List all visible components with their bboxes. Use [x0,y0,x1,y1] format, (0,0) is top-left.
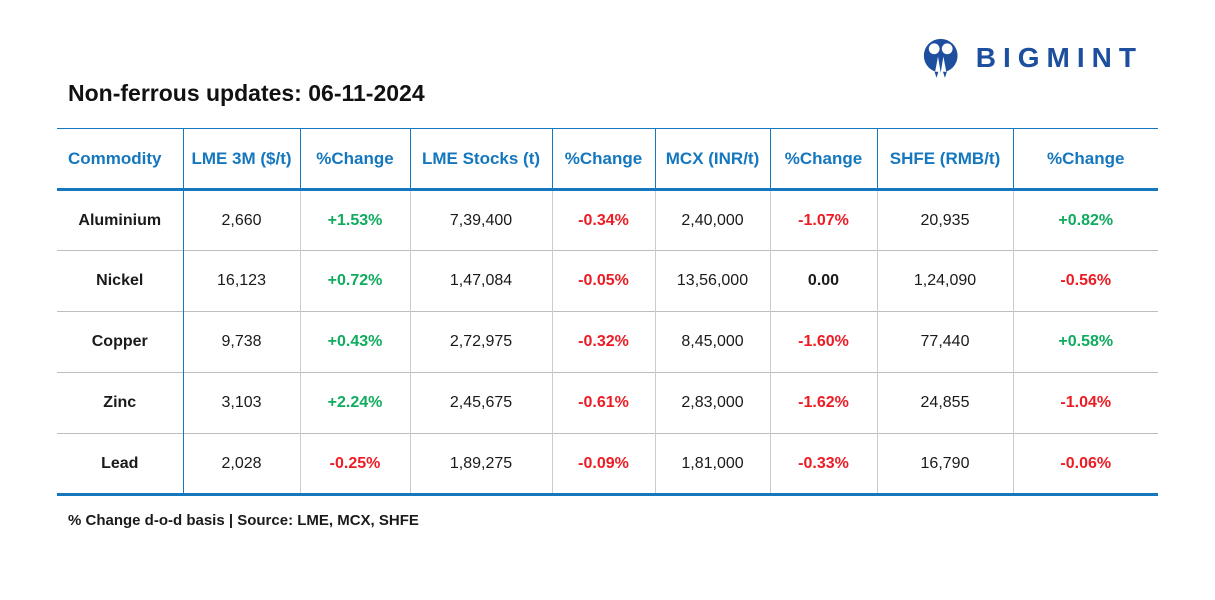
mcx-value: 2,83,000 [655,372,771,434]
lme-stocks-change: -0.34% [552,189,656,251]
commodity-name: Aluminium [57,189,184,251]
shfe-value: 16,790 [877,433,1014,496]
brand-logo: BIGMINT [920,36,1143,80]
col-header-lme-stocks: LME Stocks (t) [409,128,552,191]
lme-stocks-change: -0.32% [552,311,656,373]
col-header-shfe: SHFE (RMB/t) [876,128,1013,191]
table-row-copper: Copper 9,738 +0.43% 2,72,975 -0.32% 8,45… [57,311,1158,373]
commodity-name: Nickel [57,250,184,312]
shfe-change: -1.04% [1013,372,1158,434]
mcx-change: -1.07% [770,189,878,251]
col-header-lme3m: LME 3M ($/t) [182,128,300,191]
shfe-change: +0.82% [1058,211,1114,229]
col-header-mcx: MCX (INR/t) [654,128,770,191]
mcx-value: 2,40,000 [655,189,771,251]
commodity-name: Copper [57,311,184,373]
lme3m-value: 2,660 [183,189,301,251]
lme-stocks-change: -0.09% [552,433,656,496]
col-header-commodity: Commodity [57,128,183,191]
commodity-table: Commodity LME 3M ($/t) %Change LME Stock… [57,128,1158,496]
lme3m-change: +0.43% [300,311,411,373]
lme3m-value: 2,028 [183,433,301,496]
mcx-value: 13,56,000 [655,250,771,312]
lme3m-change: +1.53% [300,189,411,251]
footnote: % Change d-o-d basis | Source: LME, MCX,… [68,512,419,529]
shfe-value: 24,855 [877,372,1014,434]
lme3m-value: 16,123 [183,250,301,312]
commodity-name: Lead [57,433,184,496]
table-row-aluminium: Aluminium 2,660 +1.53% 7,39,400 -0.34% 2… [57,189,1158,251]
lme3m-value: 9,738 [183,311,301,373]
lme-stocks-value: 2,45,675 [410,372,553,434]
shfe-value: 77,440 [877,311,1014,373]
shfe-change: -0.56% [1013,250,1158,312]
lme-stocks-change: -0.05% [552,250,656,312]
mcx-change: 0.00 [770,250,878,312]
mcx-change: -0.33% [770,433,878,496]
col-header-shfe-change: %Change [1012,128,1158,191]
table-row-zinc: Zinc 3,103 +2.24% 2,45,675 -0.61% 2,83,0… [57,372,1158,434]
shfe-value: 20,935 [877,189,1014,251]
mcx-change: -1.62% [770,372,878,434]
table-row-lead: Lead 2,028 -0.25% 1,89,275 -0.09% 1,81,0… [57,433,1158,496]
lme-stocks-value: 2,72,975 [410,311,553,373]
shfe-change: -0.06% [1013,433,1158,496]
shfe-change: +0.58% [1013,311,1158,373]
col-header-lme-stocks-change: %Change [551,128,655,191]
mcx-value: 8,45,000 [655,311,771,373]
lme3m-change: +2.24% [300,372,411,434]
col-header-lme3m-change: %Change [299,128,410,191]
table-row-nickel: Nickel 16,123 +0.72% 1,47,084 -0.05% 13,… [57,250,1158,312]
lme3m-change: +0.72% [300,250,411,312]
page-title: Non-ferrous updates: 06-11-2024 [68,80,425,106]
mcx-change: -1.60% [770,311,878,373]
lme-stocks-value: 7,39,400 [410,189,553,251]
lme3m-value: 3,103 [183,372,301,434]
lme3m-change: -0.25% [300,433,411,496]
shfe-value: 1,24,090 [877,250,1014,312]
lme-stocks-value: 1,47,084 [410,250,553,312]
col-header-mcx-change: %Change [769,128,877,191]
table-header-row: Commodity LME 3M ($/t) %Change LME Stock… [57,128,1158,191]
mcx-value: 1,81,000 [655,433,771,496]
lme-stocks-change: -0.61% [552,372,656,434]
commodity-name: Zinc [57,372,184,434]
lme-stocks-value: 1,89,275 [410,433,553,496]
brand-name: BIGMINT [975,42,1143,73]
bigmint-people-icon [920,36,966,80]
